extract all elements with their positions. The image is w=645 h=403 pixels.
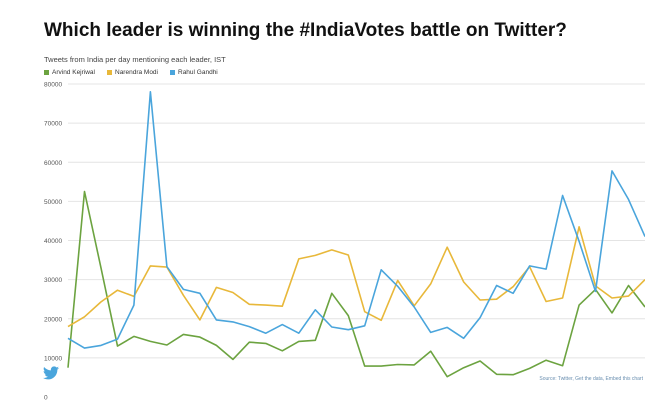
y-axis: 0 10000 20000 30000 40000 50000 60000 70000 8000… bbox=[44, 82, 62, 402]
source-line: Source: Twitter, Get the data, Embed thi… bbox=[539, 376, 643, 382]
legend-swatch bbox=[44, 70, 49, 75]
legend-swatch bbox=[170, 70, 175, 75]
get-data-link[interactable]: Get the data bbox=[575, 376, 603, 382]
embed-chart-link[interactable]: Embed this chart bbox=[605, 376, 643, 382]
source-prefix: Source: bbox=[539, 376, 558, 382]
legend-item: Rahul Gandhi bbox=[170, 69, 218, 76]
y-tick-label: 0 bbox=[44, 395, 48, 402]
chart-title: Which leader is winning the #IndiaVotes … bbox=[44, 20, 567, 41]
legend-label: Rahul Gandhi bbox=[178, 69, 218, 76]
y-tick-label: 60000 bbox=[44, 160, 62, 167]
legend-item: Arvind Kejriwal bbox=[44, 69, 95, 76]
y-tick-label: 70000 bbox=[44, 121, 62, 128]
legend-item: Narendra Modi bbox=[107, 69, 158, 76]
chart-legend: Arvind Kejriwal Narendra Modi Rahul Gandhi bbox=[44, 69, 218, 76]
y-tick-label: 50000 bbox=[44, 199, 62, 206]
series-line-arvind-kejriwal bbox=[67, 190, 645, 378]
y-tick-label: 40000 bbox=[44, 238, 62, 245]
gridlines bbox=[68, 83, 645, 359]
series-line-narendra-modi bbox=[67, 226, 645, 328]
legend-swatch bbox=[107, 70, 112, 75]
series-line-rahul-gandhi bbox=[67, 91, 645, 349]
y-tick-label: 80000 bbox=[44, 82, 62, 89]
legend-label: Narendra Modi bbox=[115, 69, 158, 76]
legend-label: Arvind Kejriwal bbox=[52, 69, 95, 76]
y-tick-label: 10000 bbox=[44, 355, 62, 362]
chart-subtitle: Tweets from India per day mentioning eac… bbox=[44, 55, 226, 64]
twitter-bird-icon[interactable] bbox=[43, 366, 59, 385]
y-tick-label: 30000 bbox=[44, 277, 62, 284]
y-tick-label: 20000 bbox=[44, 316, 62, 323]
series-layer bbox=[67, 91, 645, 378]
source-twitter-link[interactable]: Twitter bbox=[557, 376, 573, 382]
